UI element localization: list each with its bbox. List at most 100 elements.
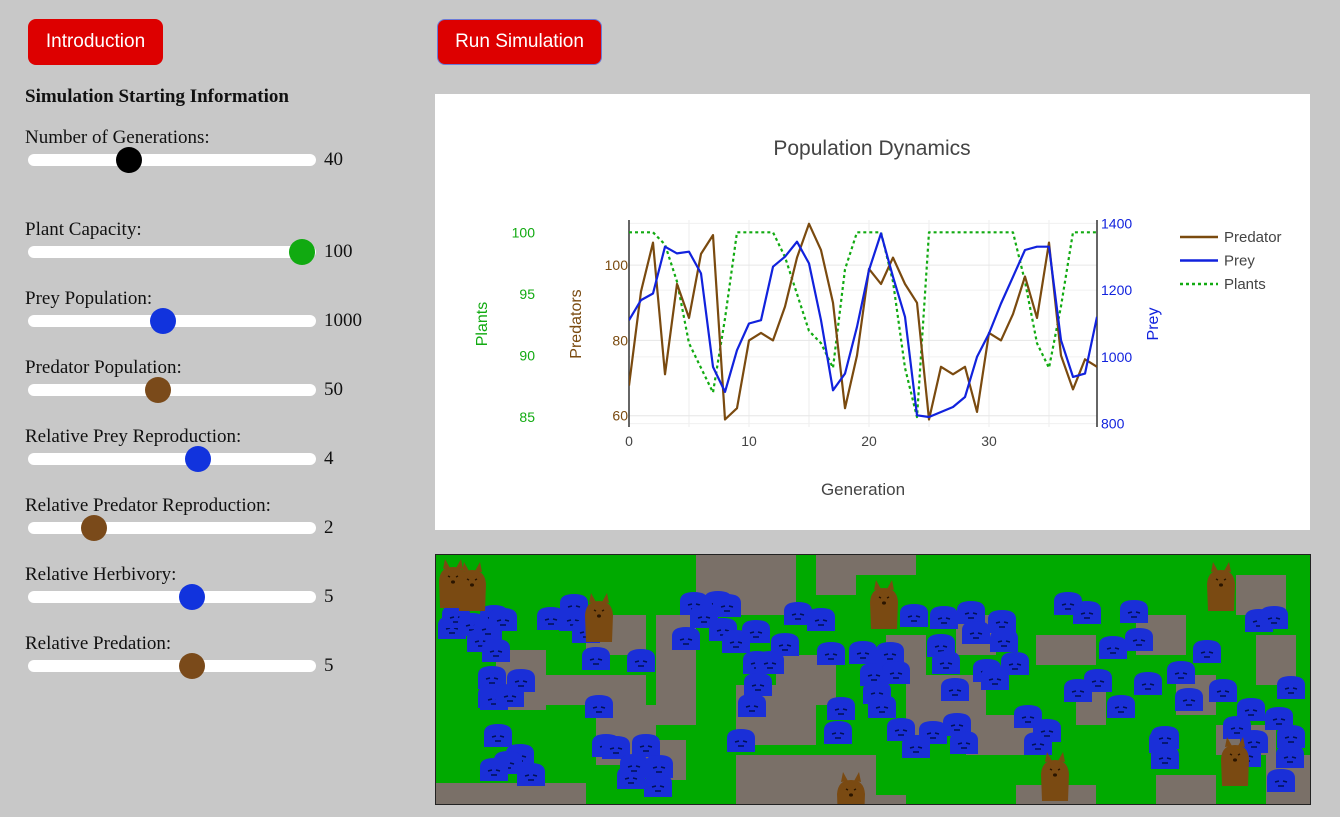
x-tick-label: 20	[861, 433, 877, 449]
prey-creature	[507, 669, 535, 692]
predator-population-slider-thumb[interactable]	[144, 377, 171, 403]
legend-label-plants: Plants	[1224, 276, 1266, 293]
prey-creature	[727, 729, 755, 752]
population-chart: Population Dynamics 0 10 20 30 Generation 60 80…	[435, 94, 1310, 530]
prey-creature	[1237, 698, 1265, 721]
relative-predation-slider[interactable]	[28, 653, 316, 679]
relative-herbivory-value: 5	[324, 586, 334, 607]
predator-population-label: Predator Population:	[25, 357, 182, 378]
predators-tick-label: 60	[612, 408, 628, 424]
prey-creature	[1151, 726, 1179, 749]
simulation-svg	[436, 555, 1310, 804]
run-simulation-button[interactable]: Run Simulation	[437, 19, 602, 65]
prey-creature	[1260, 606, 1288, 629]
prey-creature	[900, 604, 928, 627]
prey-creature	[817, 642, 845, 665]
relative-predation-value: 5	[324, 655, 334, 676]
soil-patch	[856, 555, 916, 575]
prey-creature	[517, 763, 545, 786]
prey-creature	[990, 629, 1018, 652]
introduction-button[interactable]: Introduction	[28, 19, 163, 65]
relative-herbivory-slider[interactable]	[28, 584, 316, 610]
prey-creature	[807, 608, 835, 631]
plant-capacity-slider[interactable]	[28, 239, 316, 265]
relative-herbivory-slider-thumb[interactable]	[179, 584, 206, 610]
predator-creature	[458, 562, 486, 611]
prey-creature	[771, 633, 799, 656]
prey-population-slider-thumb[interactable]	[150, 308, 177, 334]
prey-creature	[478, 666, 506, 689]
prey-creature	[627, 649, 655, 672]
relative-predator-reproduction-slider[interactable]	[28, 515, 316, 541]
prey-creature	[1276, 745, 1304, 768]
prey-creature	[644, 774, 672, 797]
plant-capacity-slider-thumb[interactable]	[288, 239, 315, 265]
chart-title: Population Dynamics	[773, 137, 970, 160]
relative-prey-reproduction-slider-thumb[interactable]	[184, 446, 211, 472]
prey-creature	[919, 721, 947, 744]
relative-predation-label: Relative Predation:	[25, 633, 172, 654]
relative-predator-reproduction-label: Relative Predator Reproduction:	[25, 495, 271, 516]
prey-creature	[1193, 640, 1221, 663]
prey-creature	[882, 661, 910, 684]
prey-creature	[1120, 600, 1148, 623]
prey-creature	[645, 755, 673, 778]
relative-predation-slider-thumb[interactable]	[179, 653, 206, 679]
number-of-generations-value: 40	[324, 149, 343, 170]
prey-population-slider[interactable]	[28, 308, 316, 334]
prey-creature	[941, 678, 969, 701]
prey-creature	[930, 606, 958, 629]
series-line-plants	[629, 231, 1097, 419]
prey-creature	[1277, 725, 1305, 748]
relative-predator-reproduction-value: 2	[324, 517, 334, 538]
prey-creature	[632, 734, 660, 757]
relative-prey-reproduction-slider[interactable]	[28, 446, 316, 472]
predator-creature	[1207, 562, 1235, 611]
prey-creature	[932, 651, 960, 674]
prey-tick-label: 1200	[1101, 282, 1132, 298]
prey-population-value: 1000	[324, 310, 362, 331]
prey-creature	[1073, 601, 1101, 624]
prey-creature	[620, 754, 648, 777]
soil-patch	[846, 795, 906, 804]
prey-creature	[1014, 705, 1042, 728]
plants-tick-label: 100	[512, 224, 536, 240]
plants-axis-title: Plants	[474, 302, 491, 346]
prey-creature	[1107, 695, 1135, 718]
predator-creature	[1041, 752, 1069, 801]
number-of-generations-slider-thumb[interactable]	[115, 147, 142, 173]
plants-tick-label: 85	[519, 409, 535, 425]
prey-creature	[1134, 672, 1162, 695]
legend-label-prey: Prey	[1224, 253, 1255, 270]
soil-patch	[736, 755, 786, 804]
prey-creature	[602, 736, 630, 759]
prey-population-label: Prey Population:	[25, 288, 153, 309]
prey-creature	[1265, 707, 1293, 730]
soil-patch	[816, 555, 856, 595]
relative-predator-reproduction-slider-thumb[interactable]	[81, 515, 108, 541]
predator-population-value: 50	[324, 379, 343, 400]
prey-creature	[876, 642, 904, 665]
prey-creature	[482, 639, 510, 662]
plant-capacity-label: Plant Capacity:	[25, 219, 142, 240]
prey-creature	[784, 602, 812, 625]
prey-creature	[484, 724, 512, 747]
prey-creature	[950, 731, 978, 754]
prey-creature	[827, 697, 855, 720]
panel-title: Simulation Starting Information	[25, 86, 289, 107]
number-of-generations-slider[interactable]	[28, 147, 316, 173]
predator-creature	[1221, 737, 1249, 786]
predator-population-slider[interactable]	[28, 377, 316, 403]
soil-patch	[1036, 635, 1096, 665]
prey-creature	[1099, 636, 1127, 659]
prey-creature	[480, 758, 508, 781]
prey-creature	[537, 607, 565, 630]
soil-patch	[1156, 775, 1216, 804]
prey-creature	[742, 620, 770, 643]
prey-creature	[489, 608, 517, 631]
prey-creature	[962, 621, 990, 644]
prey-creature	[1175, 688, 1203, 711]
prey-creature	[824, 721, 852, 744]
predators-tick-label: 80	[612, 332, 628, 348]
x-tick-label: 30	[981, 433, 997, 449]
